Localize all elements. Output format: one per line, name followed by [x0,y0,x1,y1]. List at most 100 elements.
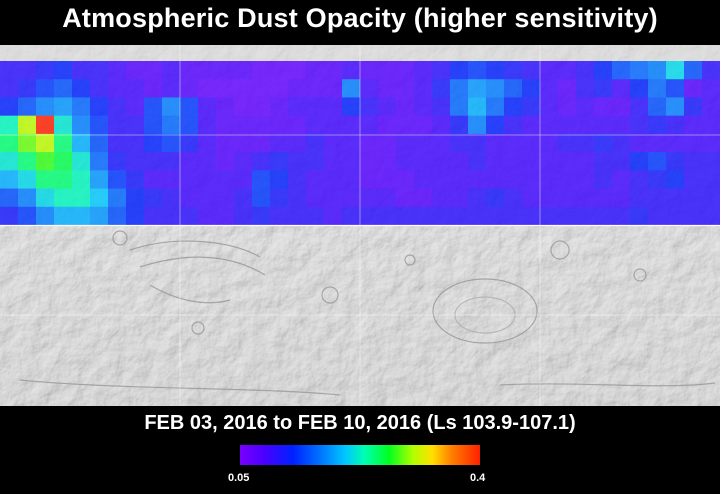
dust-cell [414,133,433,153]
dust-cell [180,170,199,190]
dust-cell [702,133,720,153]
dust-cell [684,152,703,171]
dust-cell [234,188,253,208]
dust-cell [666,170,685,190]
dust-cell [360,170,379,190]
dust-cell [270,115,289,135]
dust-cell [36,61,55,80]
dust-cell [468,61,487,80]
dust-cell [270,206,289,226]
dust-cell [72,115,91,135]
dust-cell [468,170,487,190]
dust-cell [612,206,631,226]
dust-cell [684,79,703,99]
dust-cell [162,115,181,135]
dust-cell [522,61,541,80]
dust-cell [414,188,433,208]
dust-cell [216,188,235,208]
dust-cell [234,79,253,99]
dust-cell [198,97,217,117]
dust-cell [252,61,271,80]
dust-cell [18,115,37,135]
dust-cell [396,206,415,226]
dust-cell [522,170,541,190]
dust-cell [540,115,559,135]
dust-cell [90,170,109,190]
dust-cell [108,61,127,80]
dust-cell [270,152,289,171]
dust-cell [540,61,559,80]
dust-cell [468,188,487,208]
dust-cell [432,79,451,99]
dust-cell [576,115,595,135]
dust-cell [306,115,325,135]
dust-cell [0,170,19,190]
dust-cell [522,115,541,135]
dust-cell [630,61,649,80]
dust-cell [378,152,397,171]
dust-cell [0,188,19,208]
dust-cell [216,79,235,99]
dust-cell [18,170,37,190]
dust-cell [216,61,235,80]
dust-cell [540,188,559,208]
dust-cell [72,206,91,226]
dust-cell [54,206,73,226]
dust-cell [558,79,577,99]
dust-cell [198,152,217,171]
dust-cell [324,170,343,190]
dust-cell [0,152,19,171]
dust-cell [324,115,343,135]
dust-cell [252,79,271,99]
dust-cell [504,152,523,171]
dust-cell [72,133,91,153]
dust-cell [648,79,667,99]
dust-cell [288,115,307,135]
dust-cell [90,133,109,153]
dust-cell [486,133,505,153]
dust-cell [612,97,631,117]
dust-cell [216,170,235,190]
dust-cell [612,170,631,190]
dust-cell [504,206,523,226]
dust-cell [540,170,559,190]
dust-cell [450,61,469,80]
dust-cell [486,115,505,135]
dust-cell [180,133,199,153]
dust-cell [414,61,433,80]
dust-cell [630,133,649,153]
dust-cell [162,97,181,117]
dust-cell [612,79,631,99]
dust-cell [54,133,73,153]
dust-cell [666,97,685,117]
dust-cell [360,115,379,135]
dust-cell [36,152,55,171]
dust-cell [144,79,163,99]
dust-cell [360,79,379,99]
dust-cell [360,97,379,117]
dust-cell [666,61,685,80]
dust-cell [504,188,523,208]
dust-cell [252,97,271,117]
dust-cell [180,61,199,80]
dust-cell [396,170,415,190]
dust-cell [684,133,703,153]
dust-cell [360,188,379,208]
dust-cell [234,206,253,226]
dust-cell [702,115,720,135]
dust-cell [216,115,235,135]
dust-cell [54,115,73,135]
dust-cell [648,170,667,190]
dust-cell [18,206,37,226]
dust-cell [270,79,289,99]
dust-cell [108,188,127,208]
dust-cell [468,206,487,226]
dust-cell [378,115,397,135]
dust-cell [324,133,343,153]
dust-cell [522,79,541,99]
dust-cell [0,97,19,117]
dust-cell [252,188,271,208]
dust-cell [414,115,433,135]
dust-cell [108,170,127,190]
dust-cell [594,206,613,226]
